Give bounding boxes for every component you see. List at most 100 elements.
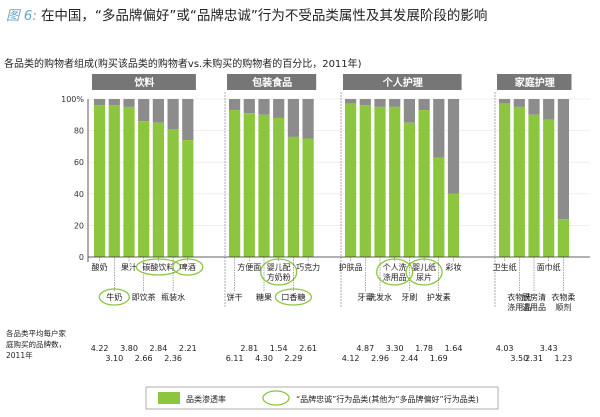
category-label: 个人洗: [383, 262, 407, 272]
avg-brands-label: 各品类平均每户家: [6, 328, 66, 338]
bar-penetration: [513, 106, 525, 258]
bar-remainder: [557, 99, 569, 220]
bar-penetration: [152, 122, 164, 257]
avg-brands-value: 4.03: [496, 344, 514, 353]
bar-remainder: [229, 99, 241, 111]
bar-remainder: [528, 99, 540, 115]
group-header-label: 家庭护理: [515, 76, 555, 89]
category-label: 即饮茶: [132, 292, 156, 302]
bar-penetration: [182, 140, 194, 257]
bar-penetration: [418, 110, 430, 257]
legend-swatch-penetration: [158, 392, 180, 404]
y-tick-label: 20: [74, 221, 84, 230]
figure-title: 图 6: 在中国，“多品牌偏好”或“品牌忠诚”行为不受品类属性及其发展阶段的影响: [6, 4, 487, 24]
bar-remainder: [273, 99, 285, 118]
legend-label-circled: “品牌忠诚”行为品类(其他为“多品牌偏好”行为品类): [296, 394, 479, 404]
chart-subtitle: 各品类的购物者组成(购买该品类的购物者vs.未购买的购物者的百分比，2011年): [4, 59, 362, 70]
bar-remainder: [499, 99, 511, 104]
avg-brands-value: 4.12: [342, 354, 360, 363]
avg-brands-value: 2.31: [525, 354, 543, 363]
brand-loyalty-circle: [376, 258, 414, 286]
brand-loyalty-circle: [135, 258, 182, 276]
avg-brands-value: 1.64: [445, 344, 463, 353]
brand-loyalty-circle: [274, 288, 313, 306]
group-header-bg: [227, 74, 317, 90]
bar-penetration: [287, 136, 299, 257]
bar-remainder: [123, 99, 135, 107]
bar-penetration: [229, 110, 241, 257]
category-label: 牙膏: [357, 292, 373, 302]
avg-brands-value: 2.96: [371, 354, 389, 363]
avg-brands-value: 3.80: [120, 344, 138, 353]
bar-remainder: [152, 99, 164, 123]
legend-label-penetration: 品类渗透率: [186, 394, 226, 404]
category-label: 衣物洗: [507, 292, 531, 302]
avg-brands-value: 4.30: [255, 354, 273, 363]
bar-penetration: [389, 106, 401, 258]
group-header-bg: [92, 74, 196, 90]
group-header-bg: [497, 74, 572, 90]
category-label: 巧克力: [296, 262, 320, 272]
category-label: 彩妆: [446, 262, 462, 272]
avg-brands-value: 2.66: [135, 354, 153, 363]
group-header-label: 个人护理: [382, 76, 423, 89]
bar-penetration: [433, 157, 445, 257]
figure-number: 图 6:: [6, 8, 37, 24]
category-label: 护发素: [427, 292, 451, 302]
y-tick-label: 100%: [61, 95, 84, 104]
category-label: 糖果: [256, 292, 272, 302]
bar-penetration: [447, 193, 460, 257]
group-header-bg: [343, 74, 462, 90]
legend-box: [145, 386, 499, 410]
bar-remainder: [167, 99, 179, 130]
avg-brands-label: 庭购买的品牌数，: [6, 339, 66, 349]
avg-brands-value: 2.36: [164, 354, 182, 363]
bar-remainder: [94, 99, 106, 106]
bar-remainder: [359, 99, 371, 106]
category-label: 顺剂: [555, 302, 571, 312]
avg-brands-value: 4.22: [91, 344, 109, 353]
category-label: 牛奶: [106, 292, 122, 302]
category-label: 卫生纸: [493, 262, 517, 272]
bar-remainder: [403, 99, 415, 123]
bar-remainder: [374, 99, 386, 107]
avg-brands-value: 1.69: [430, 354, 448, 363]
bar-penetration: [258, 114, 270, 257]
category-label: 婴儿纸: [412, 262, 436, 272]
bar-remainder: [433, 99, 445, 158]
avg-brands-value: 1.23: [554, 354, 572, 363]
category-label: 方便面: [237, 262, 261, 272]
avg-brands-value: 2.29: [284, 354, 302, 363]
avg-brands-value: 2.44: [400, 354, 418, 363]
group-header-label: 饮料: [133, 76, 154, 89]
category-label: 涤用品: [507, 302, 531, 312]
bar-penetration: [94, 105, 106, 257]
bar-penetration: [499, 103, 511, 258]
category-label: 酸奶: [92, 262, 108, 272]
category-label: 护肤品: [339, 262, 363, 272]
bar-remainder: [543, 99, 555, 120]
bar-remainder: [108, 99, 120, 106]
bar-remainder: [243, 99, 255, 114]
bar-penetration: [273, 117, 285, 258]
bar-remainder: [389, 99, 401, 107]
category-label: 婴儿配: [267, 263, 291, 272]
category-label: 尿片: [416, 272, 432, 282]
avg-brands-value: 3.10: [105, 354, 123, 363]
y-tick-label: 40: [74, 190, 84, 199]
bar-penetration: [138, 121, 150, 258]
avg-brands-value: 1.54: [270, 344, 288, 353]
bar-remainder: [258, 99, 270, 115]
avg-brands-value: 1.78: [415, 344, 433, 353]
y-tick-label: 0: [79, 253, 84, 262]
bar-penetration: [528, 114, 540, 257]
bar-penetration: [374, 106, 386, 258]
figure-title-text: 在中国，“多品牌偏好”或“品牌忠诚”行为不受品类属性及其发展阶段的影响: [40, 8, 488, 24]
bar-remainder: [418, 99, 430, 111]
avg-brands-value: 3.50: [510, 354, 528, 363]
category-label: 果汁: [121, 262, 137, 272]
bar-penetration: [345, 103, 357, 258]
category-label: 衣物柔: [551, 292, 575, 302]
bar-penetration: [108, 105, 120, 257]
